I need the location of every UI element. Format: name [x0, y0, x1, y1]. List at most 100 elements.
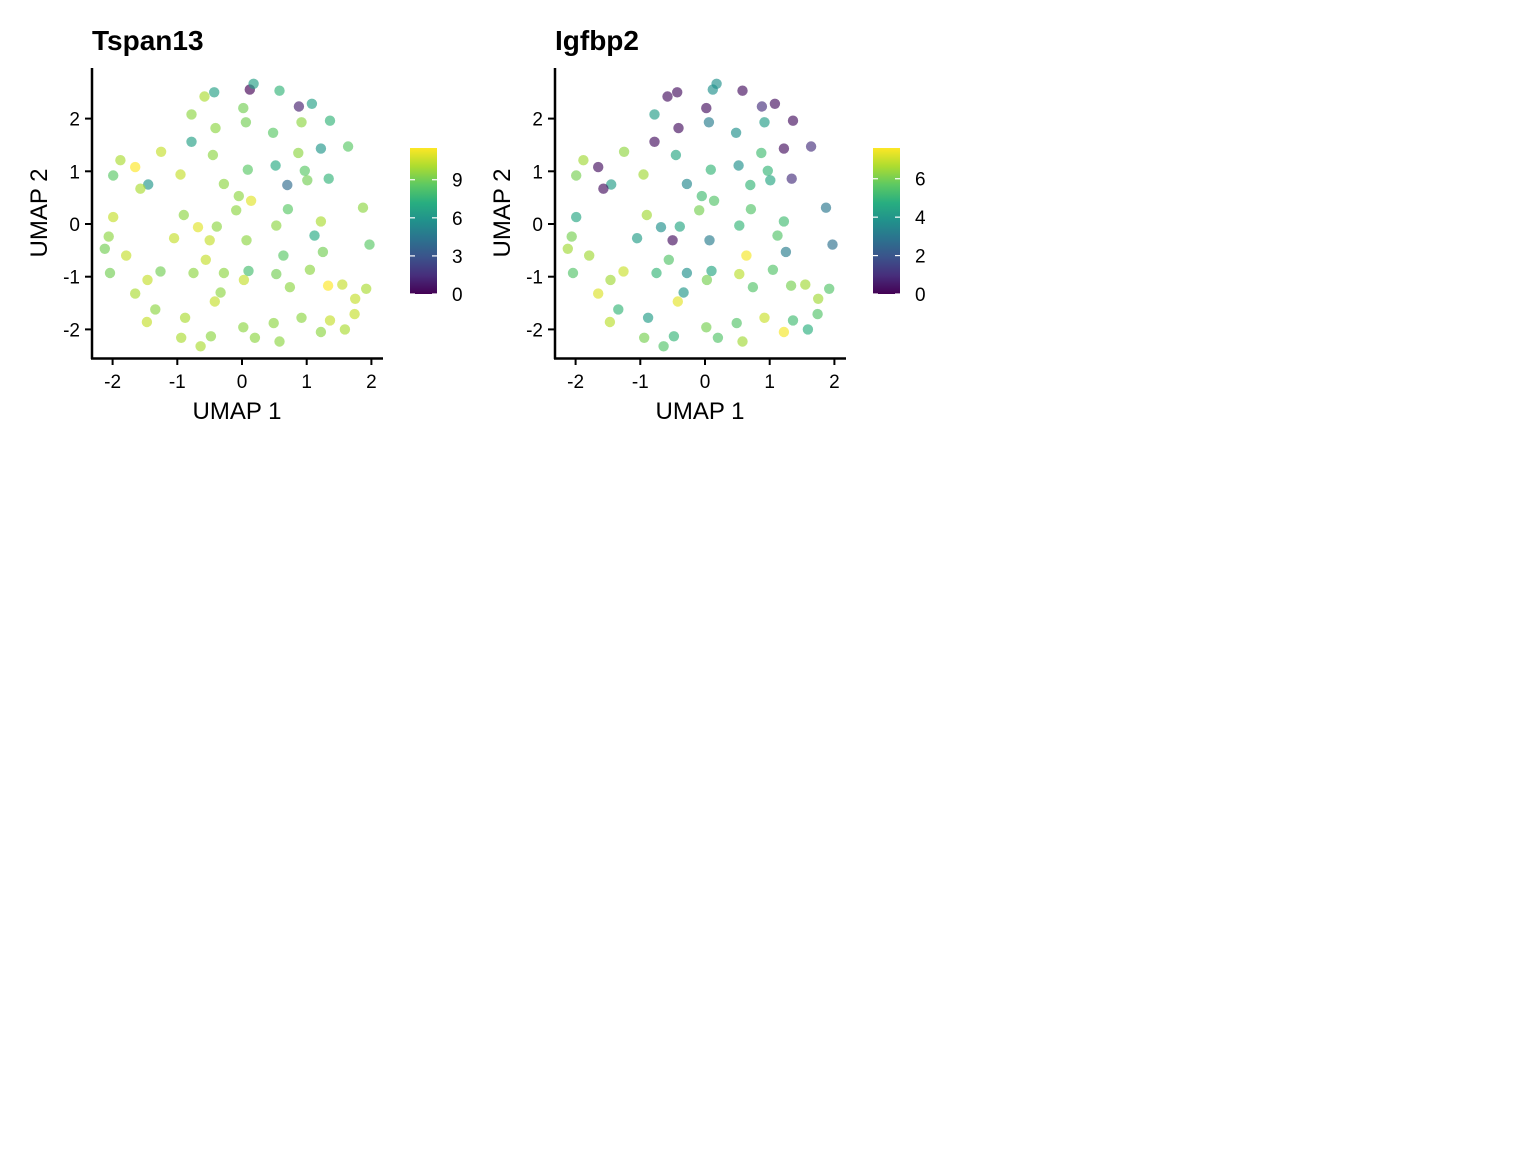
x-axis-label: UMAP 1 [193, 398, 282, 425]
data-point [785, 280, 797, 291]
data-point [737, 85, 748, 96]
data-point [765, 175, 776, 186]
data-point [188, 267, 199, 279]
data-point [233, 190, 244, 202]
data-point [756, 147, 767, 159]
data-point [820, 202, 832, 213]
data-point [767, 264, 779, 275]
colorbar-tick-label: 0 [915, 285, 926, 306]
x-tick-label: -1 [632, 372, 649, 393]
data-point [778, 326, 790, 338]
data-point [243, 265, 254, 277]
data-point [302, 175, 313, 186]
data-point [651, 267, 662, 279]
data-point [155, 146, 167, 157]
data-point [707, 84, 718, 95]
data-point [210, 122, 221, 134]
data-point [780, 246, 792, 258]
data-point [186, 109, 197, 120]
data-point [192, 222, 204, 233]
data-point [324, 115, 336, 126]
data-point [681, 267, 693, 279]
data-point [703, 117, 715, 128]
y-tick-label: -1 [526, 268, 543, 289]
data-point [267, 127, 279, 138]
data-point [215, 287, 226, 298]
data-point [593, 288, 604, 299]
data-point [674, 221, 685, 232]
data-point [578, 155, 589, 166]
y-axis-ticks: -2 -1 0 1 2 [526, 110, 555, 341]
chart-panel-igfbp2: Igfbp2 -2 -1 0 1 2 -2 -1 0 1 2 UMAP 1 UMAP 2 0 2 4… [489, 25, 926, 425]
data-point [238, 102, 249, 114]
data-point [593, 161, 604, 173]
y-tick-label: 1 [69, 162, 80, 183]
data-point [681, 178, 693, 190]
data-point [121, 250, 132, 261]
colorbar-tick-label: 2 [915, 247, 926, 268]
data-point [218, 178, 230, 190]
colorbar-tick-label: 6 [915, 170, 926, 191]
data-point [296, 117, 307, 128]
data-point [649, 109, 660, 120]
data-point [324, 315, 336, 326]
data-point [143, 179, 154, 190]
data-point [104, 267, 116, 279]
data-point [571, 211, 582, 223]
x-tick-label: 1 [764, 372, 775, 393]
data-point [315, 326, 327, 338]
data-point [204, 235, 215, 246]
colorbar-tick-label: 0 [452, 285, 463, 306]
data-point [747, 282, 759, 293]
data-point [278, 250, 289, 261]
data-point [631, 233, 643, 244]
data-point [339, 324, 351, 335]
data-point [756, 101, 768, 112]
data-point [175, 169, 186, 180]
data-point [731, 317, 742, 329]
scatter-points [562, 78, 838, 352]
data-point [741, 250, 752, 261]
data-point [299, 165, 310, 176]
data-point [566, 231, 577, 242]
data-point [701, 274, 713, 286]
y-tick-label: 2 [532, 110, 543, 131]
y-tick-label: -1 [63, 268, 80, 289]
x-axis-ticks: -2 -1 0 1 2 [104, 358, 377, 393]
data-point [745, 179, 756, 191]
data-point [802, 324, 814, 335]
y-tick-label: -2 [63, 320, 80, 341]
x-tick-label: -2 [104, 372, 121, 393]
chart-title: Tspan13 [92, 25, 204, 56]
data-point [108, 211, 119, 223]
data-point [706, 265, 717, 277]
data-point [209, 87, 220, 98]
data-point [274, 85, 285, 96]
y-axis-ticks: -2 -1 0 1 2 [63, 110, 92, 341]
data-point [606, 179, 617, 190]
data-point [672, 87, 683, 98]
colorbar-ticks: 0 2 4 6 [873, 170, 926, 306]
data-point [662, 91, 673, 102]
colorbar-tick-label: 6 [452, 209, 463, 230]
x-tick-label: -1 [169, 372, 186, 393]
data-point [772, 230, 783, 241]
y-tick-label: -2 [526, 320, 543, 341]
data-point [238, 322, 249, 333]
data-point [209, 296, 220, 307]
data-point [567, 267, 579, 279]
data-point [141, 316, 153, 328]
data-point [108, 170, 119, 181]
data-point [293, 101, 305, 112]
y-tick-label: 0 [69, 215, 80, 236]
data-point [805, 141, 817, 152]
data-point [658, 341, 669, 352]
data-point [604, 316, 616, 328]
data-point [701, 102, 712, 114]
data-point [282, 204, 294, 215]
data-point [179, 312, 191, 323]
data-point [701, 322, 712, 333]
data-point [296, 312, 307, 323]
colorbar-tick-label: 9 [452, 171, 463, 192]
data-point [613, 304, 624, 315]
